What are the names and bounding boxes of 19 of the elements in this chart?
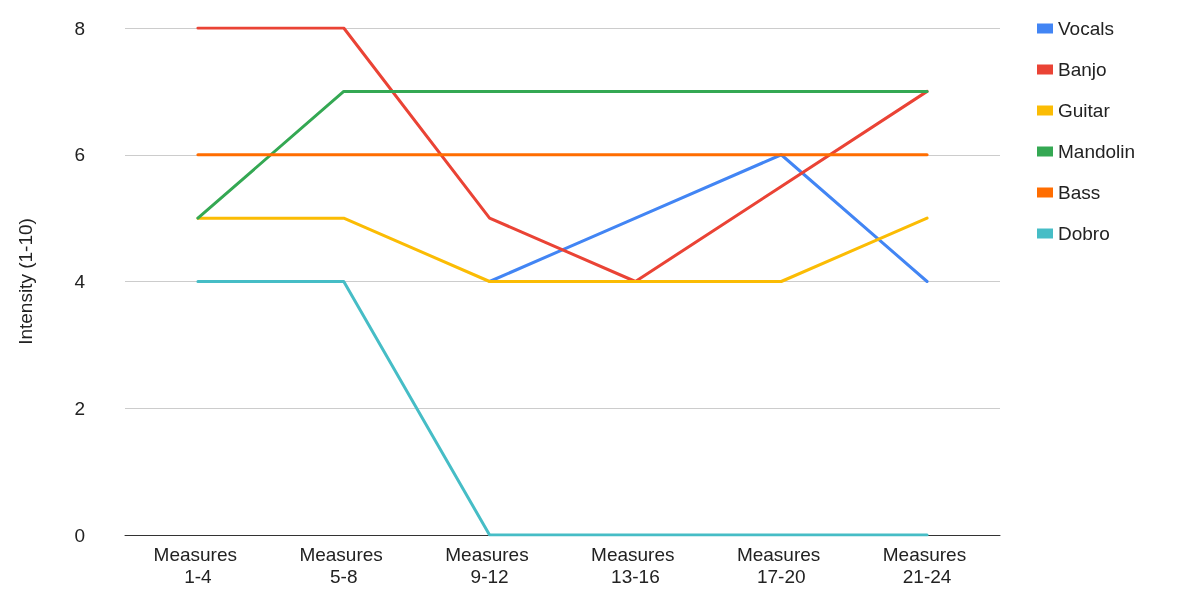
legend-label: Vocals	[1058, 18, 1114, 39]
y-tick-label: 2	[74, 397, 85, 419]
x-tick-label: Measures 5-8	[299, 543, 389, 587]
legend-label: Banjo	[1058, 59, 1107, 80]
legend-label: Dobro	[1058, 223, 1110, 244]
x-tick-label: Measures 9-12	[445, 543, 534, 587]
x-tick-label: Measures 21-24	[882, 543, 972, 587]
legend-label: Guitar	[1058, 100, 1111, 121]
legend-label: Bass	[1058, 182, 1101, 203]
x-tick-label: Measures 17-20	[736, 543, 826, 587]
line-series	[196, 26, 929, 283]
x-tick-label: Measures 13-16	[591, 543, 680, 587]
y-tick-label: 8	[74, 17, 85, 39]
legend-label: Mandolin	[1058, 141, 1136, 162]
y-tick-label: 4	[74, 271, 86, 292]
y-axis-title: Intensity (1-10)	[15, 218, 36, 345]
y-tick-label: 6	[74, 144, 85, 166]
y-tick-label: 0	[74, 524, 85, 546]
x-tick-label: Measures 1-4	[153, 543, 243, 587]
